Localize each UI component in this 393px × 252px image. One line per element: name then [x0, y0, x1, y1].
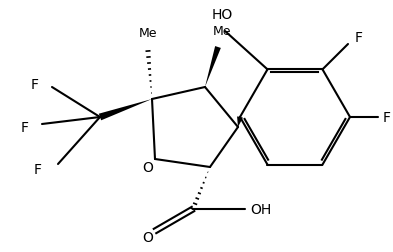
Polygon shape	[237, 117, 243, 128]
Polygon shape	[205, 47, 221, 88]
Text: F: F	[31, 78, 39, 92]
Text: F: F	[34, 162, 42, 176]
Text: Me: Me	[139, 27, 157, 40]
Polygon shape	[99, 100, 152, 121]
Text: F: F	[355, 31, 363, 45]
Text: HO: HO	[211, 8, 233, 22]
Text: O: O	[143, 230, 153, 244]
Text: OH: OH	[250, 202, 271, 216]
Text: F: F	[21, 120, 29, 135]
Text: O: O	[143, 160, 153, 174]
Text: Me: Me	[213, 25, 231, 38]
Text: F: F	[383, 111, 391, 124]
